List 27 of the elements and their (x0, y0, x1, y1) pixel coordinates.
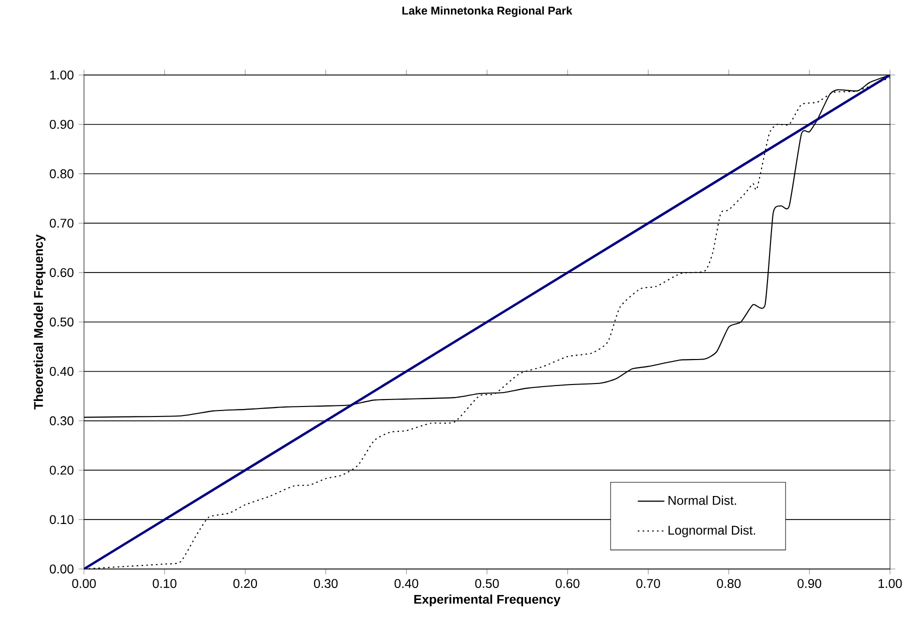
x-tick-label: 0.30 (314, 579, 338, 588)
x-tick-label: 0.80 (716, 579, 741, 588)
y-tick-label: 0.10 (50, 515, 74, 524)
y-tick-label: 0.60 (50, 268, 74, 278)
y-tick-label: 0.20 (50, 466, 74, 475)
y-tick-label: 0.90 (50, 120, 74, 129)
legend-label: Normal Dist. (668, 496, 736, 505)
x-tick-label: 0.10 (152, 579, 176, 588)
x-tick-label: 0.60 (556, 579, 580, 588)
y-tick-label: 0.80 (50, 169, 74, 178)
y-axis-title: Theoretical Model Frequency (34, 234, 46, 410)
x-tick-label: 0.70 (636, 579, 660, 588)
y-tick-label: 0.50 (50, 318, 74, 326)
y-tick-label: 1.00 (50, 70, 74, 80)
x-tick-label: 0.90 (798, 579, 822, 588)
x-tick-label: 0.20 (233, 579, 258, 588)
y-tick-label: 0.00 (50, 564, 74, 574)
y-tick-label: 0.70 (50, 218, 74, 228)
x-tick-label: 1.00 (878, 579, 902, 588)
chart-title: Lake Minnetonka Regional Park (402, 6, 572, 17)
x-tick-label: 0.40 (394, 579, 418, 588)
y-tick-label: 0.40 (50, 366, 74, 376)
legend-label: Lognormal Dist. (668, 525, 756, 538)
x-tick-label: 0.00 (72, 579, 96, 588)
x-tick-label: 0.50 (475, 579, 499, 588)
x-axis-title: Experimental Frequency (414, 594, 560, 606)
y-tick-label: 0.30 (50, 416, 74, 426)
